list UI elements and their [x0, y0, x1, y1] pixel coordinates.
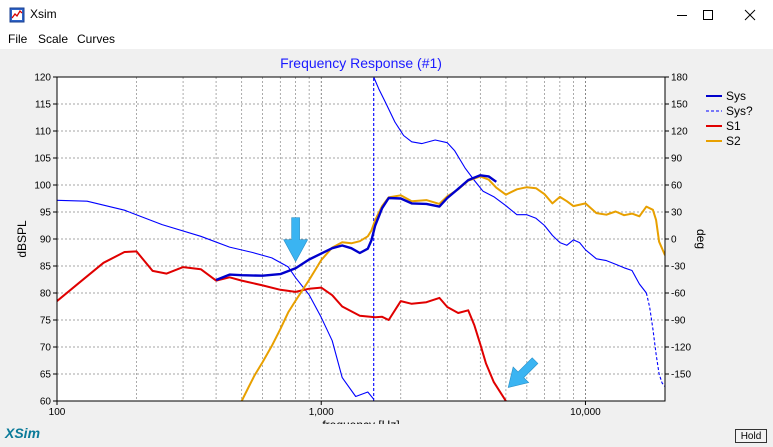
series-line-s1: [57, 250, 507, 401]
y-tick-label: 80: [40, 289, 52, 300]
series-line-sys: [57, 199, 375, 400]
y2-axis-label: deg: [694, 229, 708, 249]
x-tick-label: 1,000: [309, 407, 334, 418]
y2-tick-label: 90: [671, 154, 683, 165]
y-tick-label: 65: [40, 370, 52, 381]
y-tick-label: 120: [34, 73, 51, 84]
annotation-arrow-icon: [507, 357, 539, 388]
series-line-sysq: [645, 292, 665, 387]
y-tick-label: 70: [40, 343, 52, 354]
y-axis-label: dBSPL: [15, 220, 29, 258]
xsim-logo: XSim: [5, 425, 41, 441]
window-title: Xsim: [30, 7, 57, 21]
y-tick-label: 105: [34, 154, 51, 165]
menu-bar: File Scale Curves: [0, 30, 773, 49]
y2-tick-label: 120: [671, 127, 688, 138]
maximize-icon: [703, 10, 713, 20]
y-tick-label: 100: [34, 181, 51, 192]
close-icon: [744, 9, 756, 21]
y2-tick-label: -30: [671, 262, 686, 273]
x-tick-label: 100: [49, 407, 66, 418]
y-tick-label: 85: [40, 262, 52, 273]
legend-label: Sys?: [726, 104, 753, 118]
menu-curves[interactable]: Curves: [77, 32, 116, 46]
close-button[interactable]: [727, 0, 773, 30]
y2-tick-label: 180: [671, 73, 688, 84]
chart-title: Frequency Response (#1): [280, 55, 442, 71]
frequency-response-chart[interactable]: 60 65 70 75 80 85 90 95 100 105 110 115 120 -150 -120 -…: [0, 49, 773, 424]
y2-tick-label: -120: [671, 343, 691, 354]
legend-label: S2: [726, 134, 741, 148]
y2-tick-label: 30: [671, 208, 683, 219]
maximize-button[interactable]: [685, 0, 731, 30]
series-line-sys: [215, 174, 497, 282]
legend-label: S1: [726, 119, 741, 133]
y2-tick-label: -150: [671, 370, 691, 381]
minimize-button[interactable]: [659, 0, 705, 30]
title-bar: Xsim: [0, 0, 773, 30]
annotation-arrow-icon: [283, 217, 309, 263]
y-tick-label: 110: [35, 127, 51, 138]
y2-tick-label: 150: [671, 100, 688, 111]
hold-button[interactable]: Hold: [735, 429, 767, 443]
y-tick-label: 60: [40, 397, 52, 408]
y2-tick-label: 0: [671, 235, 677, 246]
minimize-icon: [677, 15, 687, 16]
y2-tick-label: -90: [671, 316, 686, 327]
menu-file[interactable]: File: [8, 32, 28, 46]
xsim-app-icon[interactable]: [9, 7, 25, 23]
legend-label: Sys: [726, 89, 746, 103]
menu-scale[interactable]: Scale: [38, 32, 69, 46]
x-tick-label: 10,000: [570, 407, 601, 418]
y-tick-label: 95: [40, 208, 52, 219]
y2-tick-label: 60: [671, 181, 683, 192]
y-tick-label: 90: [40, 235, 52, 246]
y-tick-label: 115: [35, 100, 51, 111]
y2-tick-label: -60: [671, 289, 686, 300]
series-line-sys: [373, 77, 647, 294]
x-axis-label: frequency [Hz]: [322, 418, 399, 424]
y-tick-label: 75: [40, 316, 52, 327]
